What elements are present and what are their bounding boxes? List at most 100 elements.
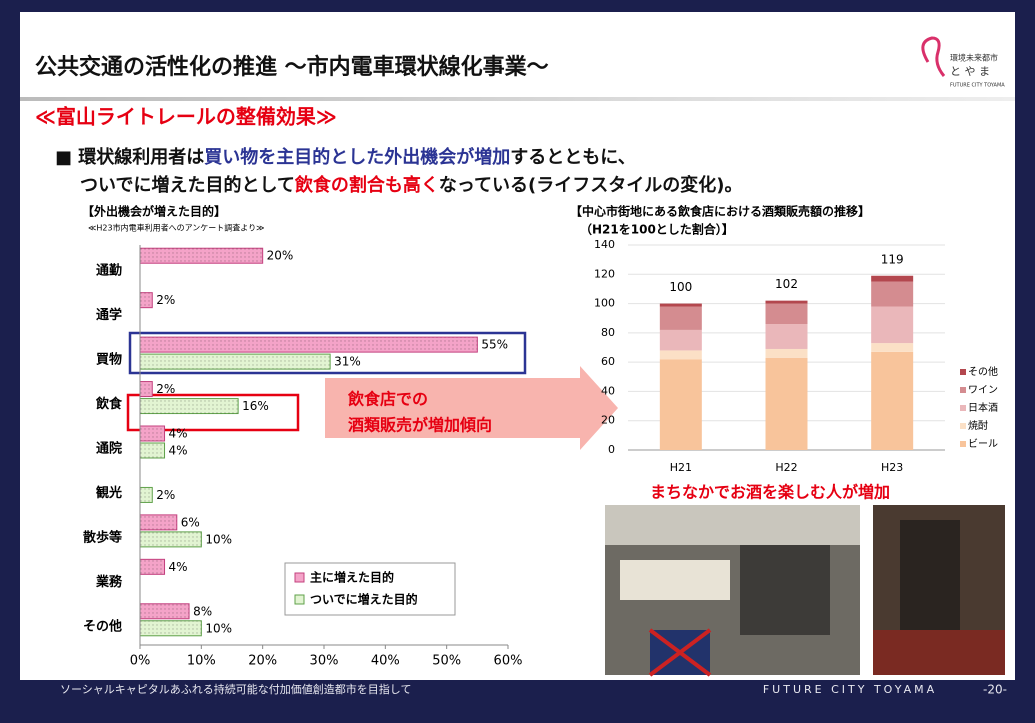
bar-segment <box>659 303 702 307</box>
bar-texture <box>140 354 331 370</box>
legend-swatch <box>960 441 966 447</box>
data-label: 10% <box>205 621 232 635</box>
y-tick-label: 120 <box>594 267 615 280</box>
bar-segment <box>765 357 808 450</box>
logo-text: FUTURE CITY TOYAMA <box>950 83 1005 89</box>
bar-segment <box>659 359 702 450</box>
bar-texture <box>140 487 153 503</box>
chart-subtitle: ≪H23市内電車利用者へのアンケート調査より≫ <box>88 223 264 233</box>
bar-segment <box>871 343 914 352</box>
bar-segment <box>765 324 808 349</box>
x-tick-label: H22 <box>775 461 797 474</box>
data-label: 6% <box>181 515 200 529</box>
x-tick-label: 0% <box>130 654 151 669</box>
title: 公共交通の活性化の推進 ～市内電車環状線化事業～ <box>35 54 549 80</box>
bar-texture <box>140 292 153 308</box>
total-label: 100 <box>669 280 692 294</box>
footer-slogan: ソーシャルキャピタルあふれる持続可能な付加価値創造都市を目指して <box>60 682 411 696</box>
legend-swatch <box>960 405 966 411</box>
y-tick-label: 通学 <box>96 307 122 323</box>
header-rule <box>20 97 1015 101</box>
annotation: 酒類販売が増加傾向 <box>348 416 492 435</box>
y-tick-label: 40 <box>601 384 615 397</box>
bullet-segment: 飲食の割合も高く <box>294 174 439 196</box>
bar-texture <box>140 531 202 547</box>
footer-brand: FUTURE CITY TOYAMA <box>763 683 937 696</box>
bullet-segment: 買い物を主目的とした外出機会が増加 <box>204 146 510 168</box>
total-label: 102 <box>775 277 798 291</box>
chart-subtitle: （H21を100とした割合）】 <box>580 222 734 237</box>
bullet-line: ■ 環状線利用者は買い物を主目的とした外出機会が増加するとともに、 <box>55 146 636 168</box>
bullet-segment: ついでに増えた目的として <box>80 174 295 196</box>
bullet-segment: なっている(ライフスタイルの変化)。 <box>439 174 743 196</box>
bar-texture <box>140 337 478 353</box>
data-label: 16% <box>242 399 269 413</box>
data-label: 2% <box>156 488 175 502</box>
x-tick-label: 50% <box>432 654 461 669</box>
data-label: 10% <box>205 532 232 546</box>
legend-label: その他 <box>968 365 998 378</box>
arrow <box>325 366 618 450</box>
annotation: 飲食店での <box>347 390 428 409</box>
x-tick-label: 30% <box>310 654 339 669</box>
y-tick-label: 0 <box>608 443 615 456</box>
logo-text: と や ま <box>950 65 990 78</box>
y-tick-label: 80 <box>601 326 615 339</box>
legend-label: 日本酒 <box>968 401 998 414</box>
data-label: 8% <box>193 604 212 618</box>
legend-label: ワイン <box>968 385 998 396</box>
data-label: 55% <box>481 338 508 352</box>
bar-segment <box>765 348 808 358</box>
x-tick-label: 10% <box>187 654 216 669</box>
bar-texture <box>140 559 165 575</box>
photo-caption: まちなかでお酒を楽しむ人が増加 <box>650 483 890 502</box>
bar-texture <box>140 381 153 397</box>
logo-text: 環境未来都市 <box>950 53 998 63</box>
legend-swatch <box>294 594 305 605</box>
y-tick-label: 飲食 <box>95 396 123 412</box>
legend-label: ビール <box>968 438 998 450</box>
bar-texture <box>140 398 239 414</box>
bar-segment <box>765 300 808 304</box>
y-tick-label: 業務 <box>95 574 123 590</box>
x-tick-label: 20% <box>248 654 277 669</box>
legend-swatch <box>960 387 966 393</box>
x-tick-label: H21 <box>670 461 692 474</box>
photo <box>605 505 860 677</box>
y-tick-label: 通院 <box>96 441 122 457</box>
legend-label: 主に増えた目的 <box>310 570 394 585</box>
y-tick-label: 100 <box>594 297 615 310</box>
y-tick-label: 60 <box>601 355 615 368</box>
bar-segment <box>871 281 914 307</box>
subtitle: ≪富山ライトレールの整備効果≫ <box>35 105 337 129</box>
bar-segment <box>871 351 914 450</box>
bar-texture <box>140 603 190 619</box>
bullet-segment: ■ 環状線利用者は <box>55 146 204 168</box>
legend-label: 焼酎 <box>968 419 988 432</box>
data-label: 20% <box>267 249 294 263</box>
bar-segment <box>659 329 702 351</box>
bar-segment <box>659 350 702 360</box>
legend-swatch <box>294 572 305 583</box>
y-tick-label: 散歩等 <box>83 529 122 545</box>
bar-segment <box>871 275 914 282</box>
chart-title: 【中心市街地にある飲食店における酒類販売額の推移】 <box>570 204 870 219</box>
bar-segment <box>659 306 702 330</box>
legend-label: ついでに増えた目的 <box>310 592 418 607</box>
logo: 環境未来都市 と や ま FUTURE CITY TOYAMA <box>921 36 1005 89</box>
bar-texture <box>140 426 165 441</box>
data-label: 4% <box>169 427 188 441</box>
chart-title: 【外出機会が増えた目的】 <box>82 204 226 219</box>
bullet-segment: するとともに、 <box>510 147 635 168</box>
footer-page: -20- <box>983 683 1007 697</box>
bar-texture <box>140 248 263 264</box>
y-tick-label: 観光 <box>95 485 122 501</box>
x-tick-label: H23 <box>881 461 903 474</box>
total-label: 119 <box>881 252 904 266</box>
y-tick-label: 通勤 <box>96 263 122 279</box>
data-label: 2% <box>156 293 175 307</box>
data-label: 31% <box>334 355 361 369</box>
legend-swatch <box>960 369 966 375</box>
data-label: 4% <box>169 560 188 574</box>
